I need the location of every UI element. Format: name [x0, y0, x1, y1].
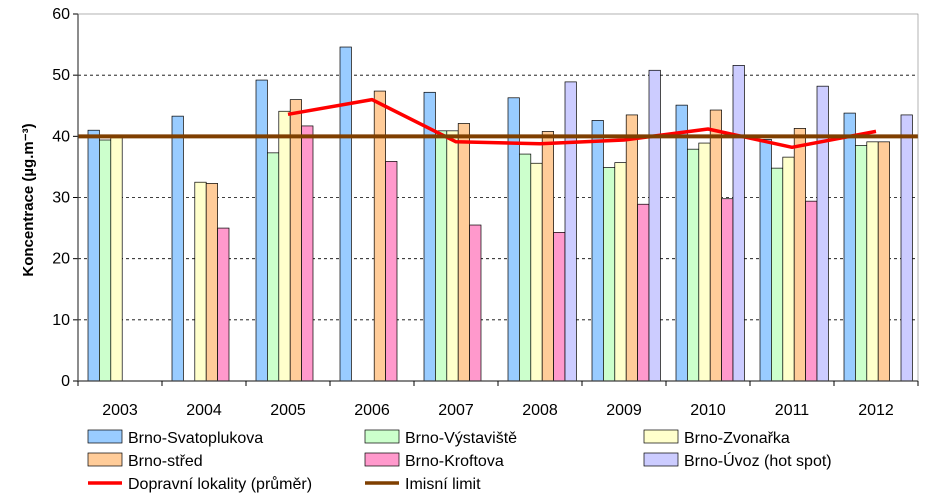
- bar-brno-svatoplukova-2010: [675, 104, 688, 382]
- x-tick-label-2006: 2006: [354, 402, 390, 419]
- bar-brno-vystaviste-2011: [771, 167, 784, 382]
- bar-brno-svatoplukova-2009: [591, 120, 604, 382]
- legend-label-brno-uvoz-hot-spot: Brno-Úvoz (hot spot): [684, 451, 832, 470]
- legend-label-dopravni-lokality-prumer: Dopravní lokality (průměr): [128, 475, 312, 493]
- bar-brno-kroftova-2005: [301, 125, 314, 382]
- bar-brno-zvonarka-2009: [614, 162, 627, 382]
- bar-brno-kroftova-2011: [805, 200, 818, 382]
- y-tick-label-40: 40: [52, 128, 70, 145]
- bar-brno-zvonarka-2011: [782, 156, 795, 382]
- x-tick-label-2007: 2007: [438, 402, 474, 419]
- bar-brno-svatoplukova-2006: [339, 46, 352, 382]
- legend-label-brno-zvonarka: Brno-Zvonařka: [684, 430, 790, 447]
- y-axis-label: Koncentrace (µg.m⁻³): [20, 123, 37, 276]
- x-tick-label-2008: 2008: [522, 402, 558, 419]
- legend-item-brno-vystaviste: Brno-Výstaviště: [364, 429, 517, 447]
- legend-item-imisni-limit: Imisní limit: [365, 476, 481, 493]
- legend-label-brno-stred: Brno-střed: [128, 453, 203, 470]
- legend-item-brno-kroftova: Brno-Kroftova: [364, 452, 504, 470]
- y-tick-label-0: 0: [61, 373, 70, 390]
- bar-brno-svatoplukova-2005: [255, 79, 268, 382]
- legend-item-brno-stred: Brno-střed: [87, 452, 203, 470]
- bar-brno-uvoz-hot-spot-2008: [564, 81, 577, 382]
- legend-item-brno-svatoplukova: Brno-Svatoplukova: [87, 429, 263, 447]
- bar-brno-stred-2010: [709, 109, 722, 382]
- bar-brno-stred-2009: [625, 114, 638, 382]
- legend-swatch-brno-vystaviste: [364, 429, 400, 444]
- bar-brno-kroftova-2010: [721, 198, 734, 382]
- bar-brno-uvoz-hot-spot-2011: [816, 85, 829, 382]
- legend-swatch-brno-zvonarka: [643, 429, 679, 444]
- bar-brno-zvonarka-2005: [278, 110, 291, 382]
- bar-brno-stred-2012: [877, 141, 890, 382]
- x-tick-label-2005: 2005: [270, 402, 306, 419]
- y-tick-label-50: 50: [52, 67, 70, 84]
- y-tick-label-60: 60: [52, 6, 70, 23]
- y-tick-label-30: 30: [52, 190, 70, 207]
- bar-brno-stred-2008: [541, 131, 554, 382]
- legend-label-brno-kroftova: Brno-Kroftova: [405, 453, 504, 470]
- legend-label-brno-vystaviste: Brno-Výstaviště: [405, 430, 517, 447]
- legend: Brno-Svatoplukova Brno-Výstaviště Brno-Zvo…: [87, 429, 832, 493]
- bar-brno-stred-2007: [457, 123, 470, 382]
- legend-swatch-brno-svatoplukova: [87, 429, 123, 444]
- bar-brno-vystaviste-2009: [603, 167, 616, 382]
- bar-brno-svatoplukova-2012: [843, 112, 856, 382]
- x-tick-label-2009: 2009: [606, 402, 642, 419]
- legend-swatch-brno-kroftova: [364, 452, 400, 467]
- legend-swatch-brno-uvoz-hot-spot: [643, 452, 679, 467]
- line-layer: [78, 97, 918, 150]
- bar-brno-uvoz-hot-spot-2012: [900, 114, 913, 382]
- legend-swatch-brno-stred: [87, 452, 123, 467]
- x-tick-label-2003: 2003: [102, 402, 138, 419]
- x-tick-label-2004: 2004: [186, 402, 222, 419]
- bar-brno-kroftova-2009: [637, 203, 650, 382]
- bar-brno-stred-2011: [793, 128, 806, 382]
- x-tick-label-2011: 2011: [775, 402, 810, 419]
- legend-label-brno-svatoplukova: Brno-Svatoplukova: [128, 430, 263, 447]
- bar-brno-uvoz-hot-spot-2010: [732, 65, 745, 382]
- bar-brno-svatoplukova-2008: [507, 97, 520, 382]
- bar-brno-svatoplukova-2004: [171, 115, 184, 382]
- bar-brno-zvonarka-2004: [194, 181, 207, 382]
- bar-brno-kroftova-2004: [217, 227, 230, 382]
- bar-brno-vystaviste-2010: [687, 148, 700, 382]
- bar-brno-vystaviste-2007: [435, 130, 448, 382]
- bar-brno-vystaviste-2003: [99, 139, 112, 382]
- x-tick-label-2010: 2010: [690, 402, 726, 419]
- bar-layer: [87, 46, 913, 382]
- bar-brno-vystaviste-2005: [267, 152, 280, 382]
- bar-brno-vystaviste-2012: [855, 145, 868, 382]
- legend-label-imisni-limit: Imisní limit: [405, 476, 481, 493]
- bar-brno-zvonarka-2007: [446, 130, 459, 382]
- y-tick-label-20: 20: [52, 251, 70, 268]
- bar-brno-stred-2005: [289, 99, 302, 382]
- bar-brno-stred-2004: [205, 183, 218, 382]
- bar-brno-kroftova-2007: [469, 224, 482, 382]
- legend-item-brno-zvonarka: Brno-Zvonařka: [643, 429, 790, 447]
- axis-layer: 0 10 20 30 40 50 60 2003 2004 2005 2006 2007 2008 200…: [52, 6, 919, 419]
- bar-brno-svatoplukova-2003: [87, 129, 100, 382]
- line-dopravni-lokality-prumer: [287, 97, 877, 150]
- y-tick-label-10: 10: [52, 312, 70, 329]
- x-tick-label-2012: 2012: [858, 402, 894, 419]
- bar-brno-kroftova-2006: [385, 161, 398, 382]
- bar-brno-svatoplukova-2011: [759, 139, 772, 382]
- bar-brno-zvonarka-2010: [698, 142, 711, 382]
- bar-brno-kroftova-2008: [553, 232, 566, 382]
- legend-item-dopravni-lokality-prumer: Dopravní lokality (průměr): [88, 475, 312, 493]
- bar-brno-zvonarka-2003: [110, 135, 123, 382]
- legend-item-brno-uvoz-hot-spot: Brno-Úvoz (hot spot): [643, 451, 832, 470]
- bar-brno-zvonarka-2012: [866, 141, 879, 382]
- bar-brno-vystaviste-2008: [519, 153, 532, 382]
- bar-brno-uvoz-hot-spot-2009: [648, 69, 661, 382]
- bar-brno-zvonarka-2008: [530, 162, 543, 382]
